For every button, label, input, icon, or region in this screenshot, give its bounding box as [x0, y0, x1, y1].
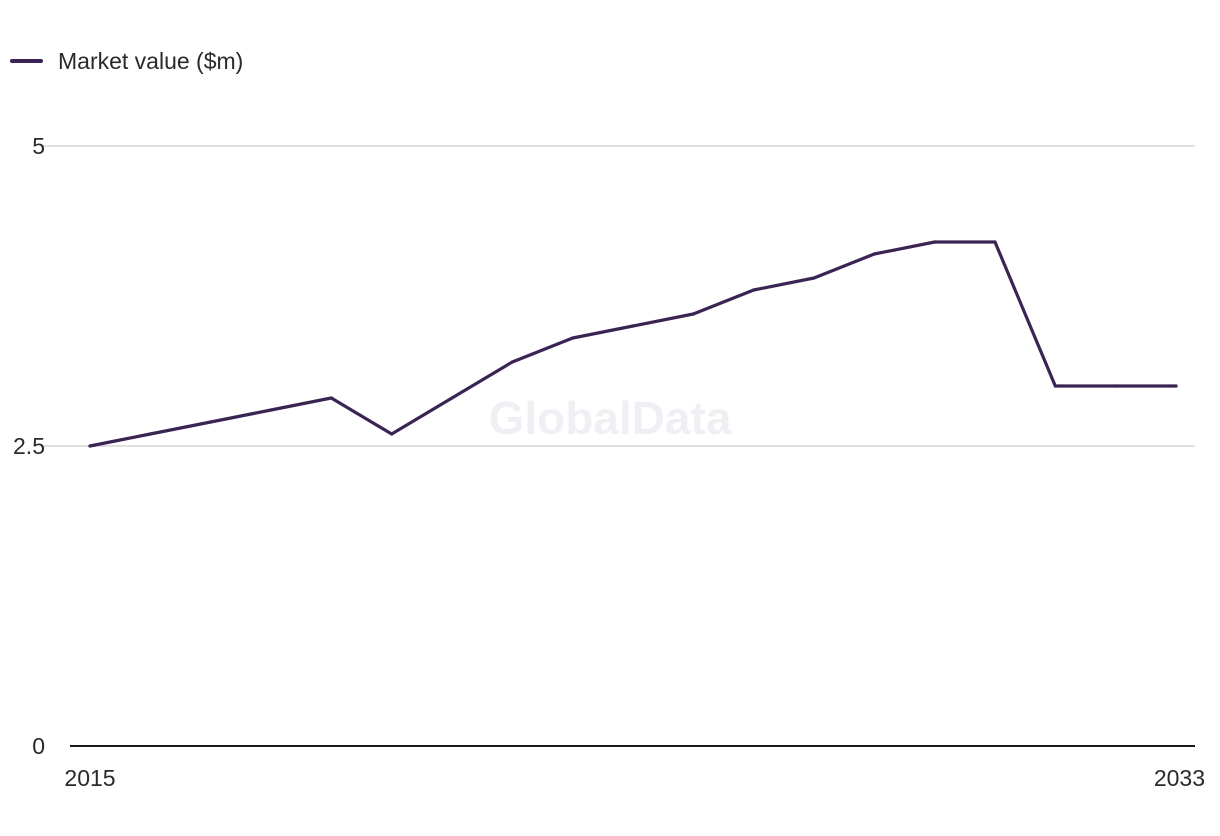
y-tick-labels: 5 2.5 0: [13, 133, 45, 759]
data-point-2033: [1174, 384, 1178, 388]
data-point-2016: [148, 432, 152, 436]
data-point-2025: [691, 312, 695, 316]
data-point-2027: [812, 276, 816, 280]
data-point-2019: [329, 396, 333, 400]
x-tick-label-2015: 2015: [64, 765, 115, 791]
data-point-2020: [390, 432, 394, 436]
y-tick-label-0: 0: [32, 733, 45, 759]
data-point-2022: [510, 360, 514, 364]
data-point-2030: [993, 240, 997, 244]
data-point-2024: [631, 324, 635, 328]
y-gridlines: [43, 145, 1195, 447]
watermark: GlobalData: [489, 392, 732, 444]
data-point-2021: [450, 396, 454, 400]
data-point-2017: [209, 420, 213, 424]
data-point-2015: [88, 444, 92, 448]
data-point-2028: [872, 252, 876, 256]
series-points: [88, 240, 1178, 448]
x-tick-labels: 2015 2033: [64, 765, 1205, 791]
data-point-2023: [571, 336, 575, 340]
data-point-2018: [269, 408, 273, 412]
y-tick-label-2.5: 2.5: [13, 433, 45, 459]
data-point-2031: [1053, 384, 1057, 388]
legend-label: Market value ($m): [58, 48, 243, 74]
x-tick-label-2033: 2033: [1154, 765, 1205, 791]
data-point-2026: [752, 288, 756, 292]
data-point-2029: [933, 240, 937, 244]
data-point-2032: [1114, 384, 1118, 388]
legend: Market value ($m): [10, 48, 243, 74]
y-tick-label-5: 5: [32, 133, 45, 159]
